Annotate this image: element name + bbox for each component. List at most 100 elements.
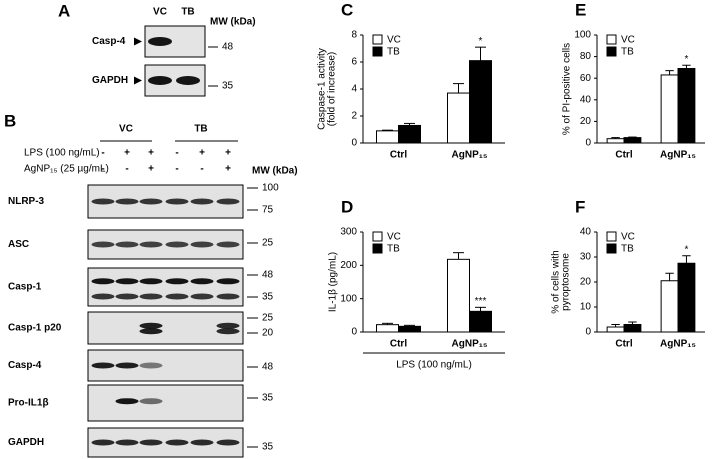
blot-band: [216, 278, 240, 285]
row-label: Casp-4: [92, 36, 126, 47]
blot-band: [115, 198, 139, 205]
blot-band: [165, 278, 189, 285]
panel-letter: B: [4, 111, 16, 130]
treatment-sign: +: [225, 148, 231, 159]
blot-frame: [87, 311, 244, 345]
legend-swatch: [372, 231, 383, 242]
y-tick-label: 40: [580, 94, 592, 105]
blot-band: [190, 278, 214, 285]
bar: [469, 310, 492, 333]
bar: [398, 124, 421, 144]
bar: [376, 324, 399, 333]
y-tick-label: 80: [580, 51, 592, 62]
blot-band: [139, 278, 163, 285]
y-tick-label: 60: [580, 73, 592, 84]
y-tick-label: 2: [351, 111, 357, 122]
row-label: GAPDH: [8, 437, 44, 448]
blot-band: [115, 398, 139, 405]
legend-label: TB: [621, 47, 634, 58]
blot-band: [139, 293, 163, 300]
y-tick-label: 30: [580, 252, 592, 263]
x-tick-label: AgNP₁₅: [660, 339, 696, 350]
treatment-sign: -: [200, 164, 203, 175]
treatment-sign: +: [148, 148, 154, 159]
mw-label: 25: [262, 313, 274, 324]
treatment-sign: +: [124, 148, 130, 159]
legend-label: TB: [621, 244, 634, 255]
blot-band: [148, 37, 172, 46]
mw-label: 75: [262, 205, 274, 216]
blot-band: [176, 76, 200, 85]
mw-label: 48: [262, 270, 274, 281]
mw-label: 100: [262, 183, 279, 194]
y-tick-label: 6: [351, 57, 357, 68]
panel-letter: C: [341, 0, 353, 19]
mw-label: 35: [262, 292, 274, 303]
treatment-label: AgNP₁₅ (25 µg/mL): [24, 164, 109, 175]
mw-title: MW (kDa): [252, 166, 298, 177]
row-label: GAPDH: [92, 75, 128, 86]
x-axis-label: LPS (100 ng/mL): [396, 360, 472, 371]
lane-label: TB: [181, 7, 194, 18]
treatment-sign: -: [101, 164, 104, 175]
bar: [623, 137, 642, 144]
legend-swatch: [372, 243, 383, 254]
blot-band: [115, 439, 139, 446]
y-axis-label: Caspase-1 activity: [317, 48, 328, 130]
legend-swatch: [606, 243, 617, 254]
blot-band: [216, 241, 240, 248]
y-axis-label: IL-1β (pg/mL): [328, 252, 339, 312]
treatment-sign: -: [125, 164, 128, 175]
blot-band: [91, 241, 115, 248]
blot-band: [216, 293, 240, 300]
mw-label: 35: [262, 393, 274, 404]
significance-label: *: [684, 244, 688, 255]
legend-swatch: [606, 34, 617, 45]
blot-band: [91, 362, 115, 369]
blot-frame: [87, 384, 244, 422]
blot-band: [139, 362, 163, 369]
mw-label: 48: [262, 362, 274, 373]
x-tick-label: Ctrl: [390, 339, 407, 350]
blot-band: [115, 293, 139, 300]
blot-band: [139, 328, 163, 335]
x-tick-label: AgNP₁₅: [452, 339, 488, 350]
blot-band: [139, 439, 163, 446]
mw-label: 20: [262, 328, 274, 339]
bar: [606, 326, 625, 333]
blot-frame: [144, 25, 206, 58]
treatment-sign: +: [148, 164, 154, 175]
blot-band: [190, 198, 214, 205]
blot-band: [165, 198, 189, 205]
treatment-sign: -: [175, 164, 178, 175]
bar: [677, 67, 696, 144]
mw-label: 25: [262, 238, 274, 249]
x-tick-label: AgNP₁₅: [452, 150, 488, 161]
row-label: ASC: [8, 239, 29, 250]
panel-letter: E: [575, 0, 586, 19]
y-tick-label: 300: [340, 227, 357, 238]
blot-band: [115, 278, 139, 285]
legend-swatch: [606, 231, 617, 242]
blot-band: [91, 293, 115, 300]
treatment-label: LPS (100 ng/mL): [24, 148, 100, 159]
row-label: Casp-1: [8, 282, 42, 293]
blot-band: [165, 241, 189, 248]
blot-band: [216, 198, 240, 205]
treatment-sign: -: [101, 148, 104, 159]
blot-band: [165, 293, 189, 300]
blot-band: [139, 241, 163, 248]
bar: [398, 325, 421, 333]
blot-band: [91, 278, 115, 285]
blot-band: [91, 198, 115, 205]
blot-band: [115, 362, 139, 369]
lane-label: VC: [153, 7, 167, 18]
x-tick-label: AgNP₁₅: [660, 150, 696, 161]
legend-label: VC: [621, 35, 635, 46]
legend-label: VC: [621, 232, 635, 243]
treatment-sign: +: [225, 164, 231, 175]
y-tick-label: 40: [580, 227, 592, 238]
x-tick-label: Ctrl: [615, 150, 632, 161]
y-tick-label: 200: [340, 260, 357, 271]
blot-band: [91, 439, 115, 446]
